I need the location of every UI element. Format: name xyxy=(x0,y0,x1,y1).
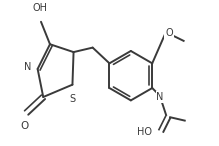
Text: N: N xyxy=(23,62,31,72)
Text: O: O xyxy=(165,28,173,38)
Text: OH: OH xyxy=(32,3,47,13)
Text: N: N xyxy=(156,92,164,102)
Text: O: O xyxy=(20,121,29,131)
Text: HO: HO xyxy=(137,127,152,137)
Text: S: S xyxy=(70,94,76,104)
